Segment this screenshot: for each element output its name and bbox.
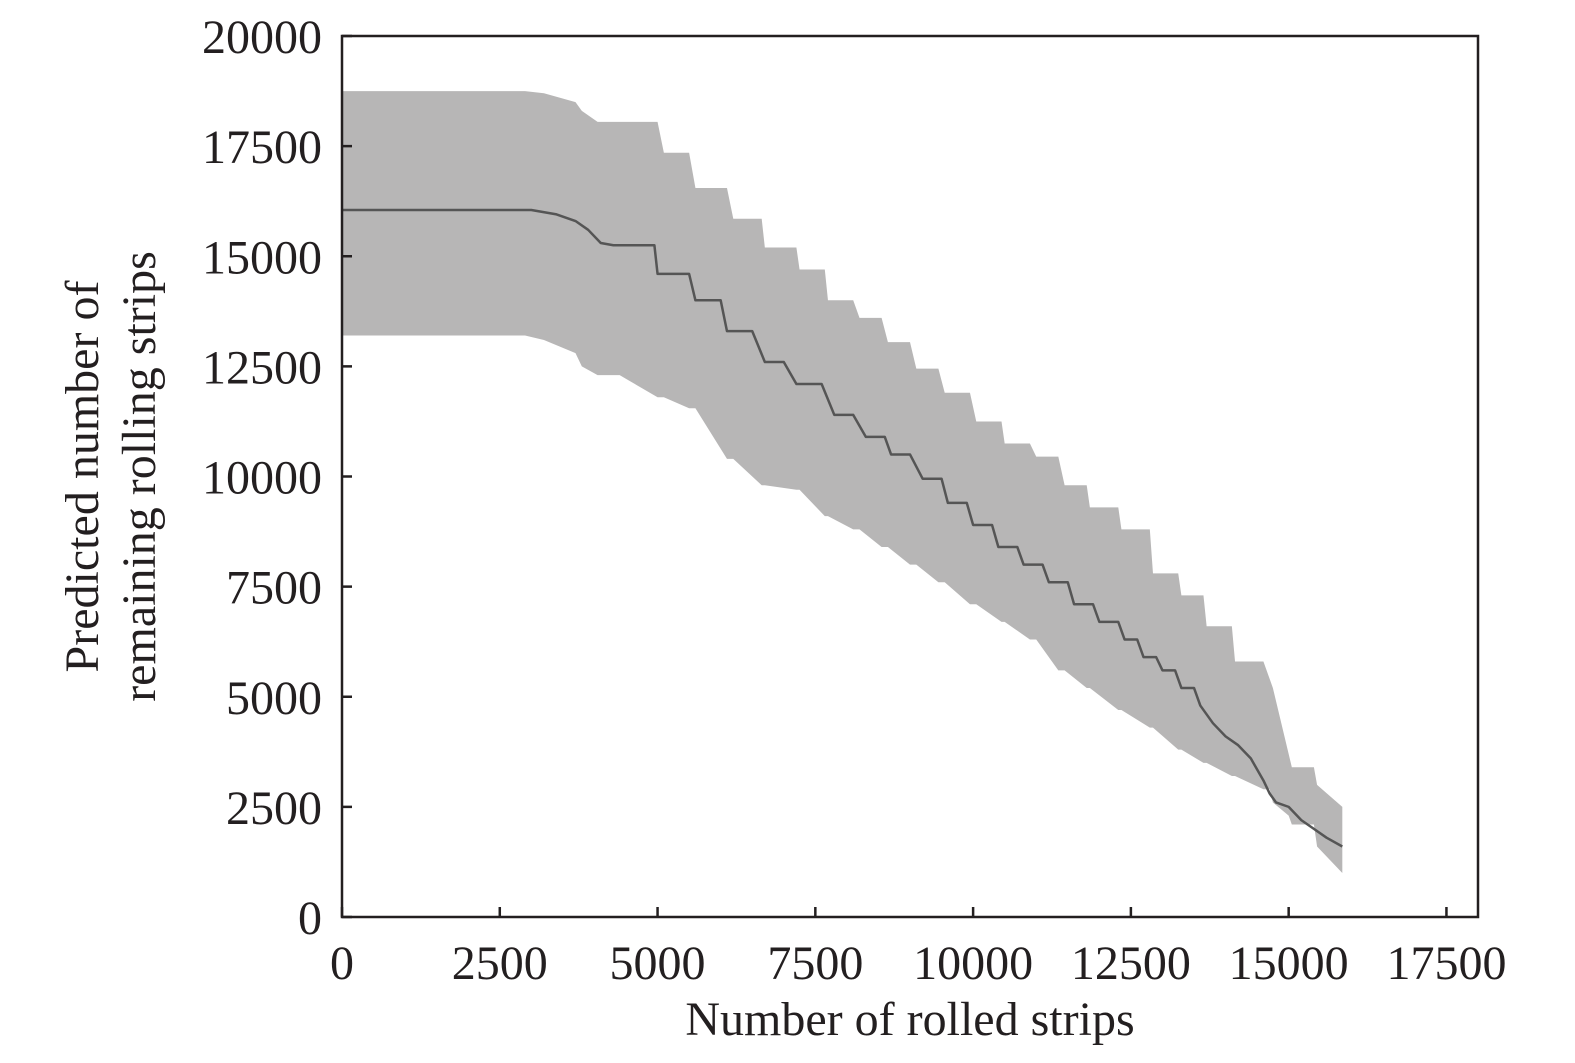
y-tick-label: 10000 bbox=[202, 452, 322, 505]
plot-area bbox=[342, 91, 1343, 873]
y-tick-label: 20000 bbox=[202, 11, 322, 64]
x-axis-label: Number of rolled strips bbox=[685, 993, 1134, 1046]
y-tick-label: 17500 bbox=[202, 121, 322, 174]
x-tick-label: 2500 bbox=[452, 937, 548, 990]
y-axis-label: Predicted number of remaining rolling st… bbox=[56, 251, 166, 702]
y-axis-label-line-1: Predicted number of bbox=[56, 281, 109, 673]
x-tick-label: 5000 bbox=[610, 937, 706, 990]
x-tick-label: 17500 bbox=[1386, 937, 1506, 990]
y-axis-label-line-2: remaining rolling strips bbox=[113, 251, 166, 702]
x-tick-label: 10000 bbox=[913, 937, 1033, 990]
y-tick-label: 7500 bbox=[226, 562, 322, 615]
y-tick-label: 12500 bbox=[202, 341, 322, 394]
y-tick-label: 5000 bbox=[226, 672, 322, 725]
y-tick-label: 15000 bbox=[202, 231, 322, 284]
prediction-line bbox=[342, 208, 1343, 848]
x-tick-label: 7500 bbox=[767, 937, 863, 990]
x-tick-label: 15000 bbox=[1229, 937, 1349, 990]
y-tick-label: 2500 bbox=[226, 782, 322, 835]
y-tick-label: 0 bbox=[298, 892, 322, 945]
x-axis: 0 2500 5000 7500 10000 12500 15000 17500 bbox=[330, 907, 1506, 990]
x-tick-label: 12500 bbox=[1071, 937, 1191, 990]
x-tick-label: 0 bbox=[330, 937, 354, 990]
confidence-band bbox=[342, 91, 1343, 873]
y-axis: 0 2500 5000 7500 10000 12500 15000 17500 20000 bbox=[202, 11, 352, 945]
